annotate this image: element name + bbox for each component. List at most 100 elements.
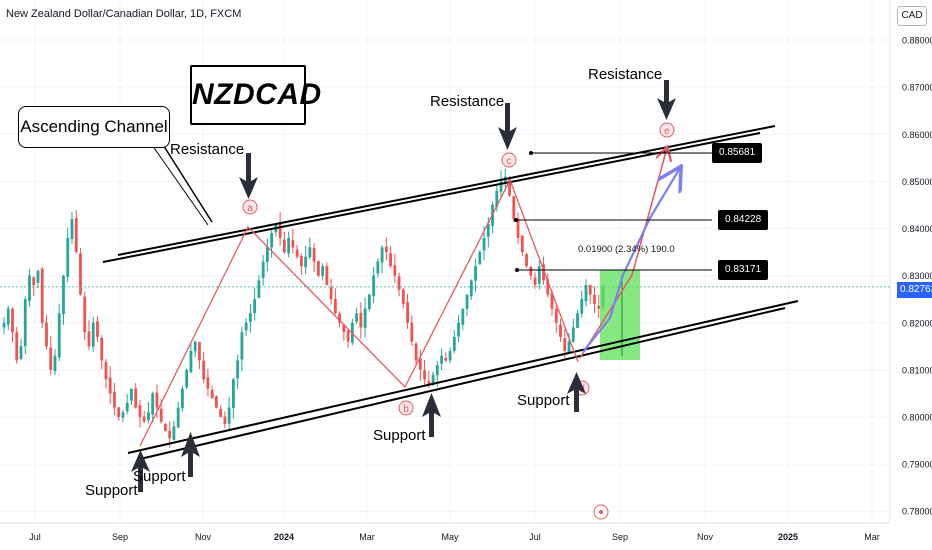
candle-body <box>316 261 320 276</box>
candlestick-series <box>2 168 605 449</box>
blue-forecast-path <box>582 168 680 353</box>
support-arrow-4 <box>567 372 586 412</box>
candle-body <box>32 277 36 286</box>
candle-body <box>482 237 486 251</box>
price-tag-1: 0.85681 <box>712 143 763 163</box>
candle-body <box>181 388 184 409</box>
candle-body <box>202 360 206 380</box>
candle-body <box>367 294 371 310</box>
candle-body <box>210 389 214 399</box>
y-tick-label: 0.82000 <box>902 318 932 328</box>
channel-lower-line-1 <box>127 300 799 454</box>
candle-body <box>138 405 142 417</box>
y-tick-label: 0.80000 <box>902 412 932 422</box>
resistance-label-e: Resistance <box>588 66 663 83</box>
x-tick-label: Mar <box>359 532 375 542</box>
price-scale-bg <box>890 0 932 523</box>
candle-body <box>427 381 431 385</box>
wave-label-b: b <box>398 400 414 416</box>
candle-body <box>465 294 469 309</box>
wave-label-e: e <box>659 122 675 138</box>
candle-body <box>308 247 312 258</box>
candle-body <box>91 322 95 347</box>
candle-body <box>299 256 303 267</box>
candle-body <box>372 275 375 297</box>
candle-body <box>516 219 520 238</box>
candle-body <box>278 223 282 238</box>
candle-body <box>19 346 23 360</box>
candle-body <box>474 266 477 281</box>
candle-body <box>164 423 167 432</box>
y-tick-label: 0.81000 <box>902 365 932 375</box>
candle-body <box>478 252 482 265</box>
wave-path <box>139 178 579 447</box>
candle-body <box>117 407 121 417</box>
candle-body <box>79 253 82 295</box>
candle-body <box>380 247 384 263</box>
candle-body <box>554 308 558 323</box>
candle-body <box>457 322 460 337</box>
candle-body <box>121 412 125 418</box>
candle-body <box>597 305 601 309</box>
y-tick-label: 0.87000 <box>902 83 932 93</box>
candle-body <box>74 217 78 253</box>
red-forecast-path <box>579 148 667 359</box>
resistance-arrow-a <box>239 153 258 199</box>
candle-body <box>342 324 346 333</box>
candle-body <box>193 341 197 352</box>
candle-body <box>159 408 163 422</box>
candle-body <box>62 275 65 315</box>
candle-body <box>155 392 159 408</box>
candle-body <box>495 190 499 208</box>
current-price-tag: 0.82762 <box>897 282 932 298</box>
currency-button[interactable]: CAD <box>897 6 927 26</box>
candle-body <box>6 308 10 325</box>
channel-upper-line-2 <box>102 132 761 263</box>
live-indicator-dot <box>599 510 603 514</box>
x-tick-label: 2025 <box>778 532 798 542</box>
channel-callout: Ascending Channel <box>18 106 170 148</box>
support-arrow-1 <box>131 450 150 492</box>
candle-body <box>291 240 295 248</box>
candle-body <box>240 332 244 360</box>
candle-body <box>108 377 112 394</box>
candle-body <box>28 275 31 301</box>
candle-body <box>520 235 524 253</box>
support-arrow-2 <box>181 432 200 477</box>
wave-label-c-text: c <box>507 156 512 167</box>
candle-body <box>11 308 14 333</box>
candle-body <box>401 289 405 304</box>
candle-body <box>49 347 53 370</box>
candle-body <box>359 312 363 328</box>
candle-body <box>321 266 325 276</box>
y-tick-label: 0.84000 <box>902 224 932 234</box>
candle-body <box>418 358 422 370</box>
resistance-label-c: Resistance <box>430 93 505 110</box>
resistance-arrow-e <box>657 80 676 120</box>
x-tick-label: Mar <box>864 532 880 542</box>
candle-body <box>172 426 176 440</box>
wave-label-a-ring <box>242 199 258 215</box>
candle-body <box>219 409 223 417</box>
candle-body <box>287 237 291 254</box>
resistance-arrow-c <box>498 103 517 150</box>
candle-body <box>452 336 456 351</box>
price-tag-2: 0.84228 <box>718 210 769 230</box>
candle-body <box>40 268 44 323</box>
candle-body <box>257 280 261 298</box>
candle-body <box>559 324 562 337</box>
candle-body <box>406 302 409 323</box>
y-tick-label: 0.83000 <box>902 271 932 281</box>
candle-body <box>580 299 584 314</box>
candle-body <box>23 299 27 347</box>
callout-pointer <box>159 139 213 223</box>
candle-body <box>206 377 210 389</box>
candle-body <box>142 416 146 422</box>
x-tick-label: Sep <box>612 532 628 542</box>
candle-body <box>45 322 48 347</box>
resistance-label-a: Resistance <box>170 141 245 158</box>
candle-body <box>333 298 337 314</box>
candle-body <box>414 343 418 361</box>
x-tick-label: Jul <box>29 532 41 542</box>
